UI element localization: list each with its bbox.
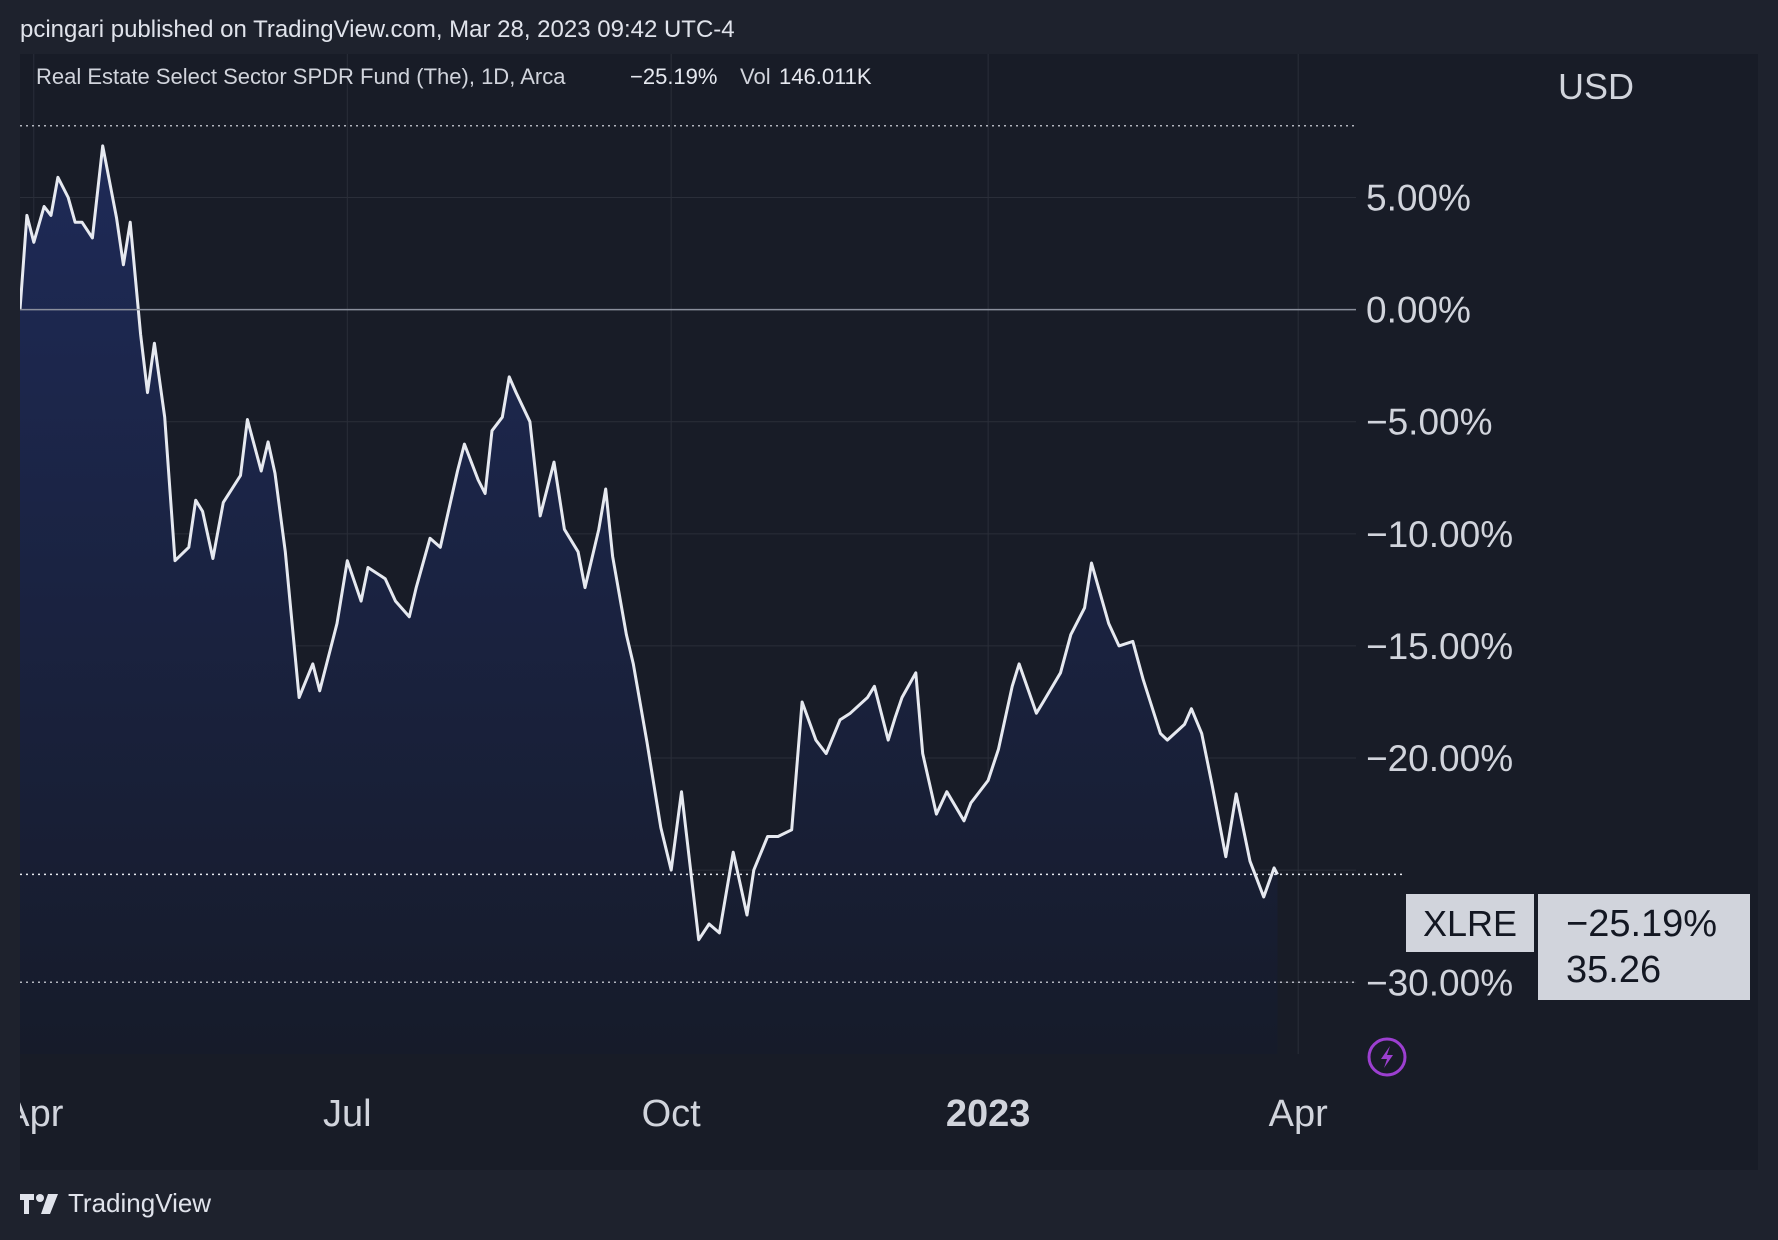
y-tick-label: 5.00% xyxy=(1366,177,1471,218)
price-line xyxy=(20,144,1279,942)
tradingview-logo-icon xyxy=(20,1193,58,1214)
footer-brand[interactable]: TradingView xyxy=(20,1188,211,1219)
axis-labels: 5.00% 0.00% −5.00% −10.00% −15.00% −20.00% −30… xyxy=(20,177,1513,1135)
y-tick-label: −10.00% xyxy=(1366,514,1513,555)
y-tick-label: 0.00% xyxy=(1366,290,1471,331)
legend-vol-label: Vol xyxy=(740,64,771,89)
series-line xyxy=(20,144,1279,942)
area-series xyxy=(20,145,1278,1054)
legend-vol-value: 146.011K xyxy=(779,64,872,89)
last-change-label: −25.19% xyxy=(1566,903,1717,945)
last-value-labels: XLRE −25.19% 35.26 xyxy=(1406,894,1750,1000)
y-tick-label: −20.00% xyxy=(1366,738,1513,779)
legend-instrument: Real Estate Select Sector SPDR Fund (The… xyxy=(36,64,566,89)
x-tick-label: Apr xyxy=(1269,1093,1328,1135)
area-fill xyxy=(20,145,1278,1054)
legend-change: −25.19% xyxy=(630,64,717,89)
chart[interactable]: 5.00% 0.00% −5.00% −10.00% −15.00% −20.00% −30… xyxy=(20,54,1758,1170)
lightning-icon[interactable] xyxy=(1367,1037,1407,1077)
unit-label: USD xyxy=(1558,66,1634,107)
brand-name: TradingView xyxy=(68,1188,212,1218)
ticker-label-box xyxy=(1406,894,1534,952)
last-price-label: 35.26 xyxy=(1566,949,1661,991)
value-label-box xyxy=(1538,894,1750,1000)
y-tick-label: −15.00% xyxy=(1366,626,1513,667)
y-tick-label: −30.00% xyxy=(1366,962,1513,1003)
overlay-lines xyxy=(20,124,1406,984)
x-tick-label: Apr xyxy=(20,1093,64,1135)
x-tick-label: 2023 xyxy=(946,1093,1031,1135)
publisher-line: pcingari published on TradingView.com, M… xyxy=(20,16,735,43)
x-tick-label: Oct xyxy=(642,1093,702,1135)
y-tick-label: −5.00% xyxy=(1366,402,1493,443)
ticker-label: XLRE xyxy=(1423,903,1517,944)
x-tick-label: Jul xyxy=(323,1093,372,1135)
